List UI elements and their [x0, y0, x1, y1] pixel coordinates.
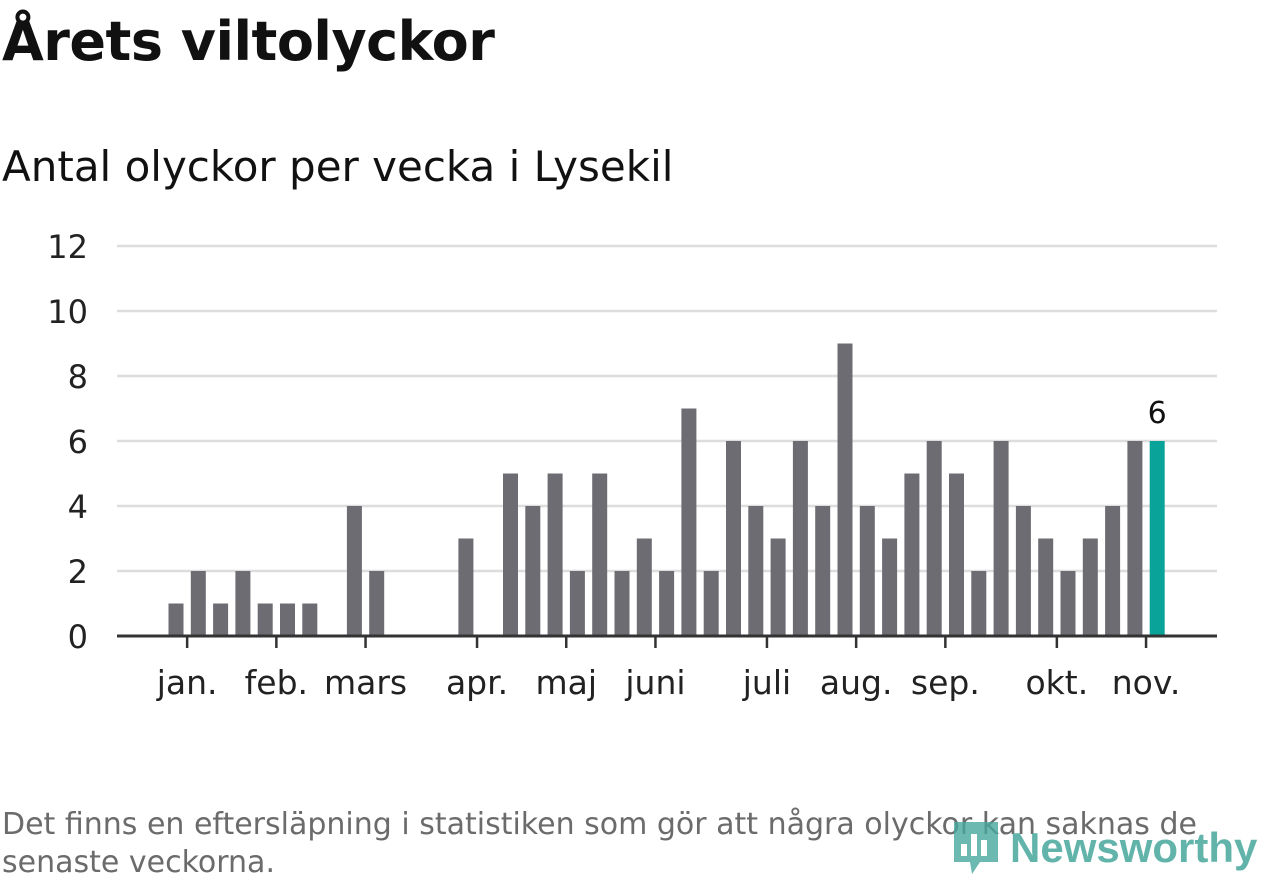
y-tick-label: 12	[47, 228, 88, 266]
y-tick-label: 6	[68, 423, 88, 461]
bar-chart: 0 2 4 6 8 10 12 6 jan. feb. mars apr. maj juni juli aug…	[47, 228, 1217, 702]
x-tick-label: aug.	[820, 663, 893, 702]
bar	[926, 441, 942, 636]
y-tick-label: 10	[47, 293, 88, 331]
bar	[726, 441, 741, 636]
x-tick-label: apr.	[446, 663, 508, 702]
newsworthy-logo: Newsworthy	[950, 818, 1257, 878]
bar	[993, 441, 1009, 636]
bar	[792, 441, 808, 636]
y-tick-label: 2	[68, 553, 88, 591]
x-tick-label: maj	[535, 663, 597, 702]
highlight-value-label: 6	[1148, 396, 1167, 431]
bar	[213, 603, 229, 636]
bar	[257, 603, 273, 636]
bar	[770, 538, 786, 636]
bar	[837, 343, 853, 636]
x-tick-label: nov.	[1112, 663, 1181, 702]
bar	[1060, 571, 1076, 636]
x-tick-label: sep.	[911, 663, 980, 702]
bar	[614, 571, 630, 636]
bar	[815, 506, 831, 636]
bar	[904, 473, 920, 636]
x-tick-label: okt.	[1025, 663, 1088, 702]
bar	[1105, 506, 1121, 636]
bar	[525, 506, 541, 636]
bar	[681, 408, 697, 636]
bar	[748, 506, 764, 636]
bar	[1038, 538, 1054, 636]
bar	[971, 571, 987, 636]
bar	[1127, 441, 1143, 636]
bar	[302, 603, 318, 636]
chart-subtitle: Antal olyckor per vecka i Lysekil	[2, 142, 674, 191]
y-tick-label: 8	[68, 358, 88, 396]
bar	[636, 538, 652, 636]
bar	[949, 473, 964, 636]
y-tick-label: 4	[68, 488, 88, 526]
x-tick-label: juni	[624, 663, 685, 702]
bar	[659, 571, 675, 636]
highlight-bar	[1149, 441, 1165, 636]
x-tick-label: jan.	[156, 663, 218, 702]
bar	[190, 571, 206, 636]
bar	[859, 506, 875, 636]
chart-title: Årets viltolyckor	[2, 10, 495, 73]
bar	[1015, 506, 1031, 636]
bar	[346, 506, 362, 636]
bar	[369, 571, 385, 636]
bar	[882, 538, 898, 636]
brand-name: Newsworthy	[1010, 824, 1258, 871]
y-tick-label: 0	[68, 618, 88, 656]
bar	[280, 603, 295, 636]
bar	[503, 473, 518, 636]
bar	[547, 473, 563, 636]
bar	[458, 538, 474, 636]
bar	[1082, 538, 1098, 636]
x-tick-label: mars	[324, 663, 407, 702]
bar	[569, 571, 585, 636]
bar	[235, 571, 251, 636]
bar	[703, 571, 719, 636]
bar	[168, 603, 184, 636]
bar	[592, 473, 608, 636]
x-tick-label: juli	[742, 663, 791, 702]
bar-chart-icon	[950, 818, 1002, 878]
x-tick-label: feb.	[245, 663, 308, 702]
